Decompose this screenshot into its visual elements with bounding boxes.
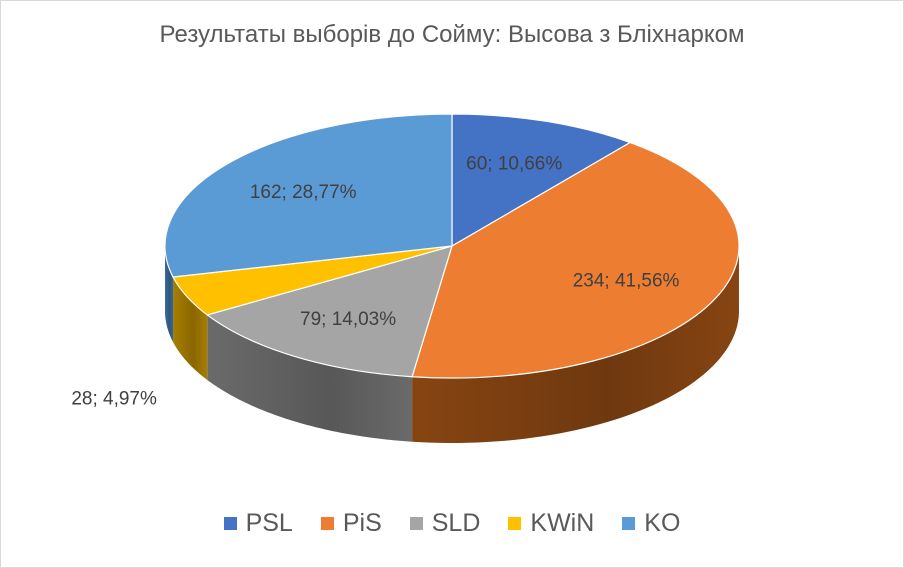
legend-item-kwin: KWiN [508, 509, 594, 538]
legend: PSL PiS SLD KWiN KO [1, 509, 903, 538]
legend-item-sld: SLD [409, 509, 481, 538]
slice-side-shade-kwin [173, 277, 208, 380]
slice-side-shade-pis [412, 247, 739, 443]
slice-pis [411, 141, 740, 379]
legend-item-psl: PSL [223, 509, 293, 538]
legend-item-pis: PiS [320, 509, 382, 538]
slice-side-shade-ko [165, 247, 174, 343]
legend-item-ko: KO [622, 509, 680, 538]
legend-label: KO [644, 509, 681, 537]
legend-label: KWiN [530, 509, 595, 537]
slice-psl [451, 113, 632, 248]
data-label-kwin: 28; 4,97% [71, 389, 157, 410]
legend-label: PiS [342, 509, 382, 537]
slice-sld [205, 245, 453, 378]
chart-title: Результаты выборів до Сойму: Высова з Бл… [159, 21, 745, 48]
legend-label: PSL [245, 509, 293, 537]
legend-swatch [622, 517, 636, 530]
legend-label: SLD [431, 509, 481, 537]
legend-swatch [508, 517, 522, 530]
legend-swatch [409, 517, 423, 530]
legend-swatch [223, 517, 237, 530]
legend-swatch [320, 517, 334, 530]
data-label-sld: 79; 14,03% [300, 309, 396, 330]
data-label-pis: 234; 41,56% [573, 270, 680, 291]
slice-ko [164, 113, 453, 278]
data-label-psl: 60; 10,66% [466, 154, 562, 175]
data-label-ko: 162; 28,77% [250, 182, 357, 203]
slice-side-shade-sld [207, 314, 413, 442]
